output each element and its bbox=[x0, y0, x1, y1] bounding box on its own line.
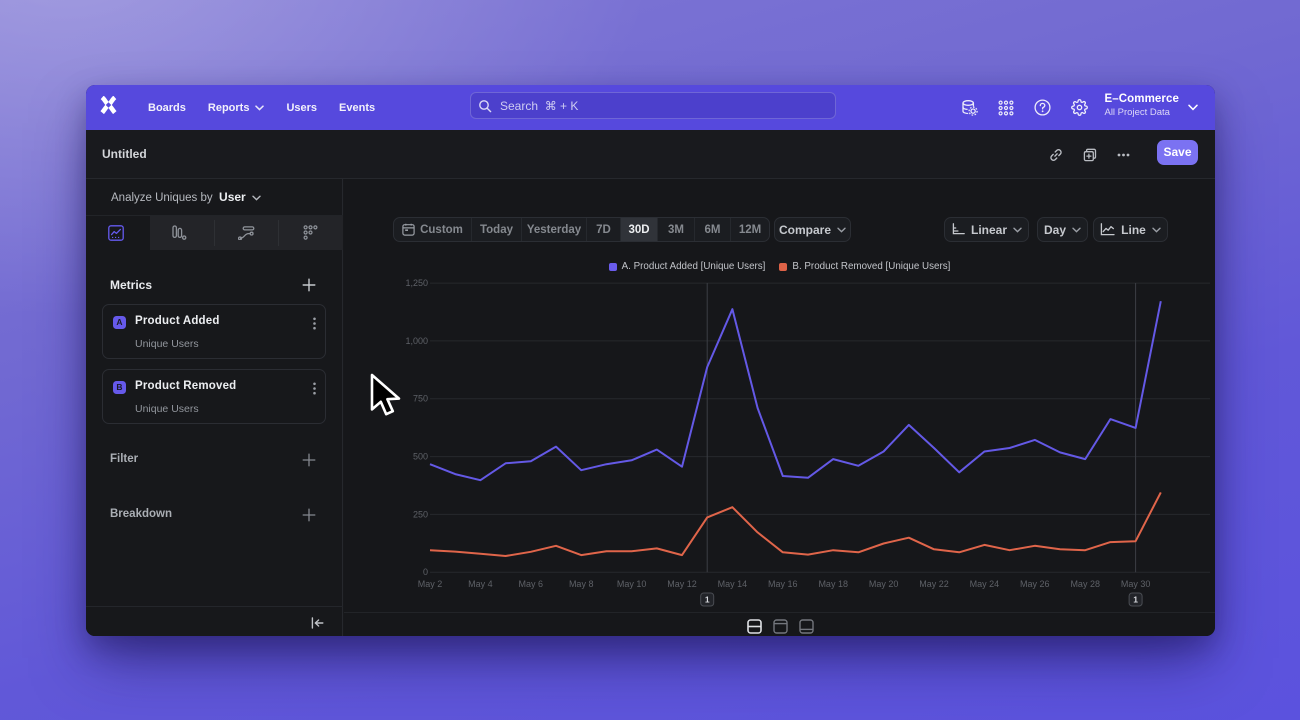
svg-text:May 6: May 6 bbox=[519, 579, 544, 589]
svg-text:May 26: May 26 bbox=[1020, 579, 1050, 589]
svg-text:750: 750 bbox=[413, 394, 428, 404]
svg-text:May 30: May 30 bbox=[1121, 579, 1151, 589]
svg-text:May 4: May 4 bbox=[468, 579, 493, 589]
svg-text:May 14: May 14 bbox=[718, 579, 748, 589]
svg-text:1,000: 1,000 bbox=[405, 336, 428, 346]
svg-text:May 22: May 22 bbox=[919, 579, 949, 589]
svg-text:May 20: May 20 bbox=[869, 579, 899, 589]
svg-text:0: 0 bbox=[423, 567, 428, 577]
svg-text:500: 500 bbox=[413, 452, 428, 462]
svg-text:May 28: May 28 bbox=[1070, 579, 1100, 589]
svg-text:May 18: May 18 bbox=[818, 579, 848, 589]
svg-text:250: 250 bbox=[413, 509, 428, 519]
svg-text:1,250: 1,250 bbox=[405, 278, 428, 288]
svg-text:1: 1 bbox=[1133, 595, 1138, 605]
svg-text:May 12: May 12 bbox=[667, 579, 697, 589]
svg-text:May 16: May 16 bbox=[768, 579, 798, 589]
svg-text:May 24: May 24 bbox=[970, 579, 1000, 589]
svg-text:1: 1 bbox=[705, 595, 710, 605]
svg-text:May 2: May 2 bbox=[418, 579, 443, 589]
svg-text:May 8: May 8 bbox=[569, 579, 594, 589]
svg-text:May 10: May 10 bbox=[617, 579, 647, 589]
